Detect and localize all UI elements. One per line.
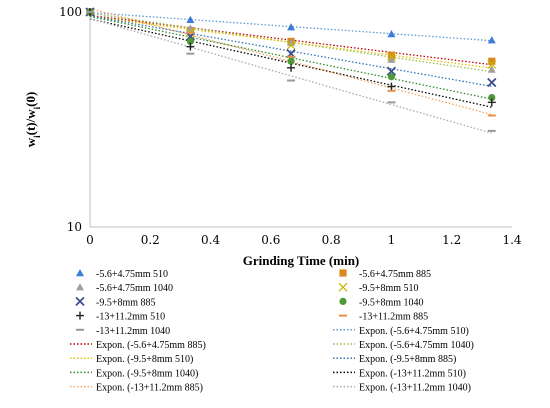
x-tick-label: 1.4 [502, 233, 521, 247]
x-tick-label: 0.6 [261, 233, 280, 247]
legend-entry: Expon. (-9.5+8mm 1040) [70, 368, 198, 379]
legend-entry: -13+11.2mm 510 [76, 311, 165, 323]
data-point [487, 98, 496, 107]
x-tick-label: 1.2 [442, 233, 461, 247]
legend-entry: Expon. (-13+11.2mm 510) [333, 368, 466, 379]
x-tick-label: 0.2 [141, 233, 160, 247]
legend-entry: -5.6+4.75mm 885 [339, 269, 431, 280]
legend-label: Expon. (-13+11.2mm 510) [359, 368, 466, 379]
trendline [89, 11, 492, 42]
legend-marker [76, 311, 84, 320]
y-tick-label: 10 [67, 220, 82, 234]
data-point [488, 57, 496, 65]
data-point [286, 40, 296, 50]
data-point [487, 65, 496, 73]
legend-entry: Expon. (-13+11.2mm 885) [70, 383, 203, 394]
data-point [387, 55, 396, 63]
legend-entry: -9.5+8mm 510 [338, 282, 419, 294]
data-point [287, 63, 296, 72]
legend-entry: Expon. (-13+11.2mm 1040) [333, 383, 471, 394]
legend-entry: -5.6+4.75mm 1040 [76, 283, 173, 294]
legend-marker [339, 297, 347, 305]
trendline [89, 15, 492, 69]
legend-label: -13+11.2mm 885 [359, 312, 428, 323]
legend-label: Expon. (-5.6+4.75mm 510) [359, 326, 469, 337]
x-tick-label: 0 [86, 233, 94, 247]
data-point [487, 60, 497, 69]
legend-label: Expon. (-13+11.2mm 885) [96, 383, 203, 394]
data-point [186, 37, 194, 45]
legend-marker [76, 269, 84, 277]
data-point [386, 66, 397, 76]
trendline [89, 15, 492, 87]
data-point [487, 77, 497, 88]
legend-entry: -9.5+8mm 885 [75, 296, 156, 308]
data-point [387, 73, 396, 81]
legend-label: Expon. (-5.6+4.75mm 885) [96, 340, 206, 351]
legend-label: Expon. (-13+11.2mm 1040) [359, 383, 471, 394]
legend-label: -5.6+4.75mm 510 [96, 269, 168, 280]
legend-entry: Expon. (-5.6+4.75mm 1040) [333, 340, 474, 351]
data-point [287, 57, 295, 65]
legend-label: -13+11.2mm 1040 [96, 326, 170, 337]
data-point [287, 23, 296, 31]
legend-entry: -13+11.2mm 885 [339, 312, 428, 323]
data-point [186, 42, 195, 51]
y-tick-label: 100 [59, 5, 82, 19]
x-axis-title: Grinding Time (min) [243, 253, 360, 268]
legend-label: Expon. (-9.5+8mm 885) [359, 354, 456, 365]
legend-label: -5.6+4.75mm 1040 [96, 283, 173, 294]
legend-entry: Expon. (-5.6+4.75mm 510) [333, 326, 469, 337]
y-axis-title: wi(t)/wi(0) [23, 92, 42, 148]
x-tick-label: 0.4 [201, 233, 220, 247]
legend-entry: -5.6+4.75mm 510 [76, 269, 168, 280]
legend-entry: Expon. (-9.5+8mm 510) [70, 354, 193, 365]
legend-entry: -13+11.2mm 1040 [76, 326, 170, 337]
data-point [387, 82, 396, 91]
data-point [487, 36, 496, 44]
data-point [488, 93, 496, 102]
legend-label: Expon. (-9.5+8mm 1040) [96, 368, 198, 379]
data-point [387, 52, 396, 62]
data-point [387, 51, 396, 59]
x-tick-label: 1 [388, 233, 396, 247]
legend-label: Expon. (-5.6+4.75mm 1040) [359, 340, 474, 351]
legend-label: Expon. (-9.5+8mm 510) [96, 354, 193, 365]
legend-entry: -9.5+8mm 1040 [339, 297, 424, 308]
data-point [387, 30, 396, 38]
legend-marker [338, 282, 348, 292]
data-point [186, 15, 195, 23]
legend-marker [339, 269, 347, 277]
legend-entry: Expon. (-5.6+4.75mm 885) [70, 340, 206, 351]
legend-marker [75, 296, 85, 307]
legend-label: -9.5+8mm 510 [359, 283, 419, 294]
data-point [186, 24, 195, 32]
legend-label: -9.5+8mm 1040 [359, 297, 424, 308]
legend-label: -5.6+4.75mm 885 [359, 269, 431, 280]
legend-marker [76, 283, 84, 291]
x-tick-label: 0.8 [322, 233, 341, 247]
legend-label: -13+11.2mm 510 [96, 312, 165, 323]
trendline [89, 14, 492, 66]
legend-entry: Expon. (-9.5+8mm 885) [333, 354, 456, 365]
legend-label: -9.5+8mm 885 [96, 297, 156, 308]
